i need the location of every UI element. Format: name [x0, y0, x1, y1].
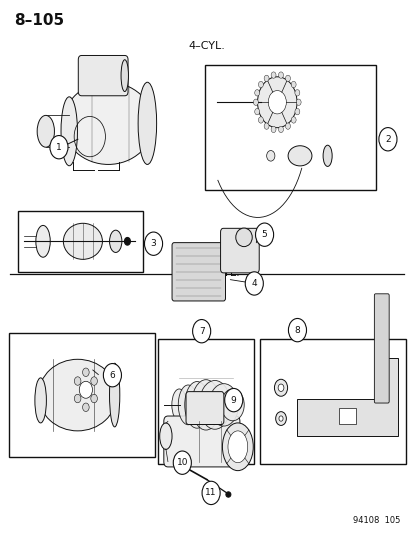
Ellipse shape: [199, 381, 230, 429]
FancyBboxPatch shape: [78, 55, 128, 96]
Text: 11: 11: [205, 488, 216, 497]
Circle shape: [294, 90, 299, 96]
Circle shape: [378, 127, 396, 151]
Circle shape: [290, 117, 295, 123]
Ellipse shape: [222, 423, 253, 471]
Circle shape: [274, 379, 287, 396]
Text: 8–105: 8–105: [14, 13, 64, 28]
Ellipse shape: [138, 82, 156, 165]
Text: 10: 10: [176, 458, 188, 467]
Circle shape: [278, 384, 283, 391]
Circle shape: [271, 72, 275, 78]
Bar: [260, 339, 406, 464]
Circle shape: [144, 232, 162, 255]
Ellipse shape: [209, 384, 238, 426]
Bar: [338, 408, 355, 424]
Circle shape: [50, 135, 68, 159]
Circle shape: [254, 90, 259, 96]
Circle shape: [263, 123, 268, 130]
Circle shape: [202, 481, 220, 505]
Ellipse shape: [228, 431, 247, 463]
Circle shape: [103, 364, 121, 387]
Polygon shape: [297, 358, 397, 435]
Circle shape: [278, 126, 283, 133]
Ellipse shape: [36, 225, 50, 257]
Ellipse shape: [184, 382, 209, 428]
Circle shape: [278, 416, 282, 421]
Circle shape: [285, 75, 290, 82]
Ellipse shape: [38, 359, 116, 431]
Circle shape: [192, 319, 210, 343]
Text: 5: 5: [261, 230, 267, 239]
Circle shape: [255, 223, 273, 246]
Bar: [157, 339, 254, 464]
Ellipse shape: [63, 82, 153, 165]
Ellipse shape: [178, 385, 197, 425]
Ellipse shape: [171, 389, 186, 421]
Circle shape: [82, 368, 89, 376]
Text: 2: 2: [384, 135, 390, 144]
FancyBboxPatch shape: [185, 392, 223, 424]
Circle shape: [74, 394, 81, 403]
FancyBboxPatch shape: [373, 294, 388, 403]
Ellipse shape: [235, 228, 252, 247]
Circle shape: [258, 117, 263, 123]
Circle shape: [290, 82, 295, 88]
Circle shape: [257, 77, 296, 128]
Circle shape: [258, 82, 263, 88]
Circle shape: [278, 72, 283, 78]
Circle shape: [288, 318, 306, 342]
Ellipse shape: [191, 379, 220, 430]
Ellipse shape: [287, 146, 311, 166]
Text: 4–CYL.: 4–CYL.: [188, 42, 225, 52]
Text: 6–CYL.: 6–CYL.: [202, 268, 239, 278]
Ellipse shape: [109, 230, 121, 253]
Ellipse shape: [322, 145, 331, 166]
Circle shape: [263, 75, 268, 82]
Text: 6: 6: [109, 370, 115, 379]
Circle shape: [275, 411, 286, 425]
Circle shape: [294, 109, 299, 115]
Circle shape: [295, 99, 300, 106]
Circle shape: [285, 123, 290, 130]
Circle shape: [90, 377, 97, 385]
Ellipse shape: [35, 378, 46, 423]
Ellipse shape: [61, 97, 77, 166]
Text: 7: 7: [198, 327, 204, 336]
Text: 8: 8: [294, 326, 299, 335]
Circle shape: [82, 403, 89, 411]
Circle shape: [271, 126, 275, 133]
FancyBboxPatch shape: [220, 228, 259, 273]
Circle shape: [90, 394, 97, 403]
Ellipse shape: [63, 223, 102, 260]
Circle shape: [224, 389, 242, 412]
Circle shape: [266, 150, 274, 161]
Circle shape: [244, 272, 263, 295]
Circle shape: [268, 91, 286, 114]
Ellipse shape: [109, 364, 119, 427]
Circle shape: [254, 109, 259, 115]
Ellipse shape: [121, 60, 128, 92]
Ellipse shape: [221, 389, 244, 421]
FancyBboxPatch shape: [164, 416, 239, 467]
Ellipse shape: [225, 492, 230, 497]
Text: 9: 9: [230, 395, 236, 405]
Circle shape: [74, 377, 81, 385]
Ellipse shape: [159, 423, 172, 449]
Circle shape: [173, 451, 191, 474]
Bar: [18, 211, 143, 272]
FancyBboxPatch shape: [172, 243, 225, 301]
Circle shape: [79, 381, 92, 398]
Text: 94108  105: 94108 105: [352, 516, 399, 525]
Text: 4: 4: [251, 279, 256, 288]
Circle shape: [124, 238, 130, 245]
Text: 1: 1: [56, 143, 62, 152]
Ellipse shape: [37, 115, 54, 147]
Bar: [204, 65, 375, 190]
Circle shape: [253, 99, 258, 106]
Bar: [9, 333, 154, 457]
Text: 3: 3: [150, 239, 156, 248]
